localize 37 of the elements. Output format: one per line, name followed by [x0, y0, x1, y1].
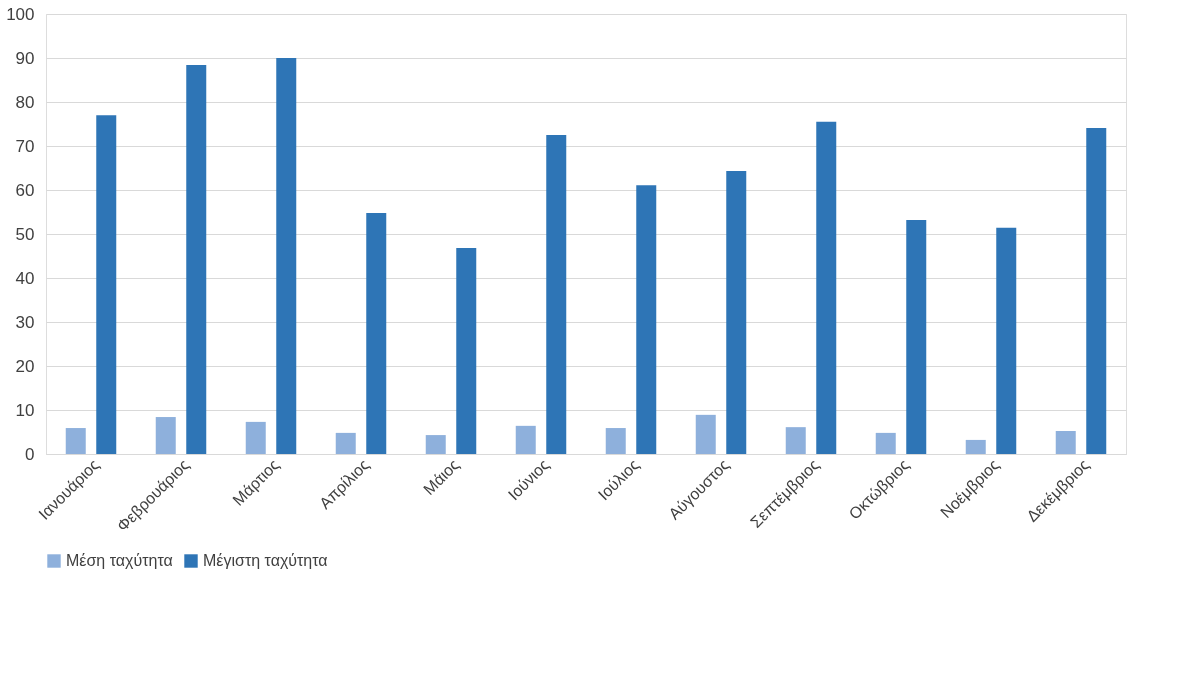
y-tick-label: 100	[6, 4, 35, 24]
bar	[726, 171, 747, 454]
y-tick-label: 60	[15, 180, 35, 200]
bar	[695, 414, 716, 454]
bar	[425, 435, 446, 454]
bar	[366, 212, 387, 454]
y-tick-label: 20	[15, 356, 35, 376]
bar	[186, 65, 207, 454]
y-tick-label: 30	[15, 312, 35, 332]
bar	[875, 432, 896, 454]
bar	[636, 185, 657, 454]
bar	[816, 121, 837, 454]
bar	[605, 428, 626, 454]
legend-label: Μέση ταχύτητα	[66, 552, 173, 569]
bar	[245, 421, 266, 454]
bar	[785, 427, 806, 454]
y-tick-label: 10	[15, 400, 35, 420]
y-tick-label: 50	[15, 224, 35, 244]
y-tick-label: 90	[15, 48, 35, 68]
bar	[276, 58, 297, 454]
bar	[1055, 431, 1076, 454]
bar	[906, 219, 927, 454]
bar	[965, 439, 986, 454]
bar	[456, 248, 477, 454]
bar	[335, 432, 356, 454]
bar	[1086, 127, 1107, 454]
bar	[546, 135, 567, 454]
bar	[155, 417, 176, 454]
y-tick-label: 70	[15, 136, 35, 156]
bar	[996, 227, 1017, 454]
legend-label: Μέγιστη ταχύτητα	[203, 552, 328, 569]
bar	[65, 428, 86, 454]
y-tick-label: 0	[25, 444, 35, 464]
bar	[515, 425, 536, 454]
y-tick-label: 80	[15, 92, 35, 112]
y-tick-label: 40	[15, 268, 35, 288]
bar	[96, 115, 117, 454]
